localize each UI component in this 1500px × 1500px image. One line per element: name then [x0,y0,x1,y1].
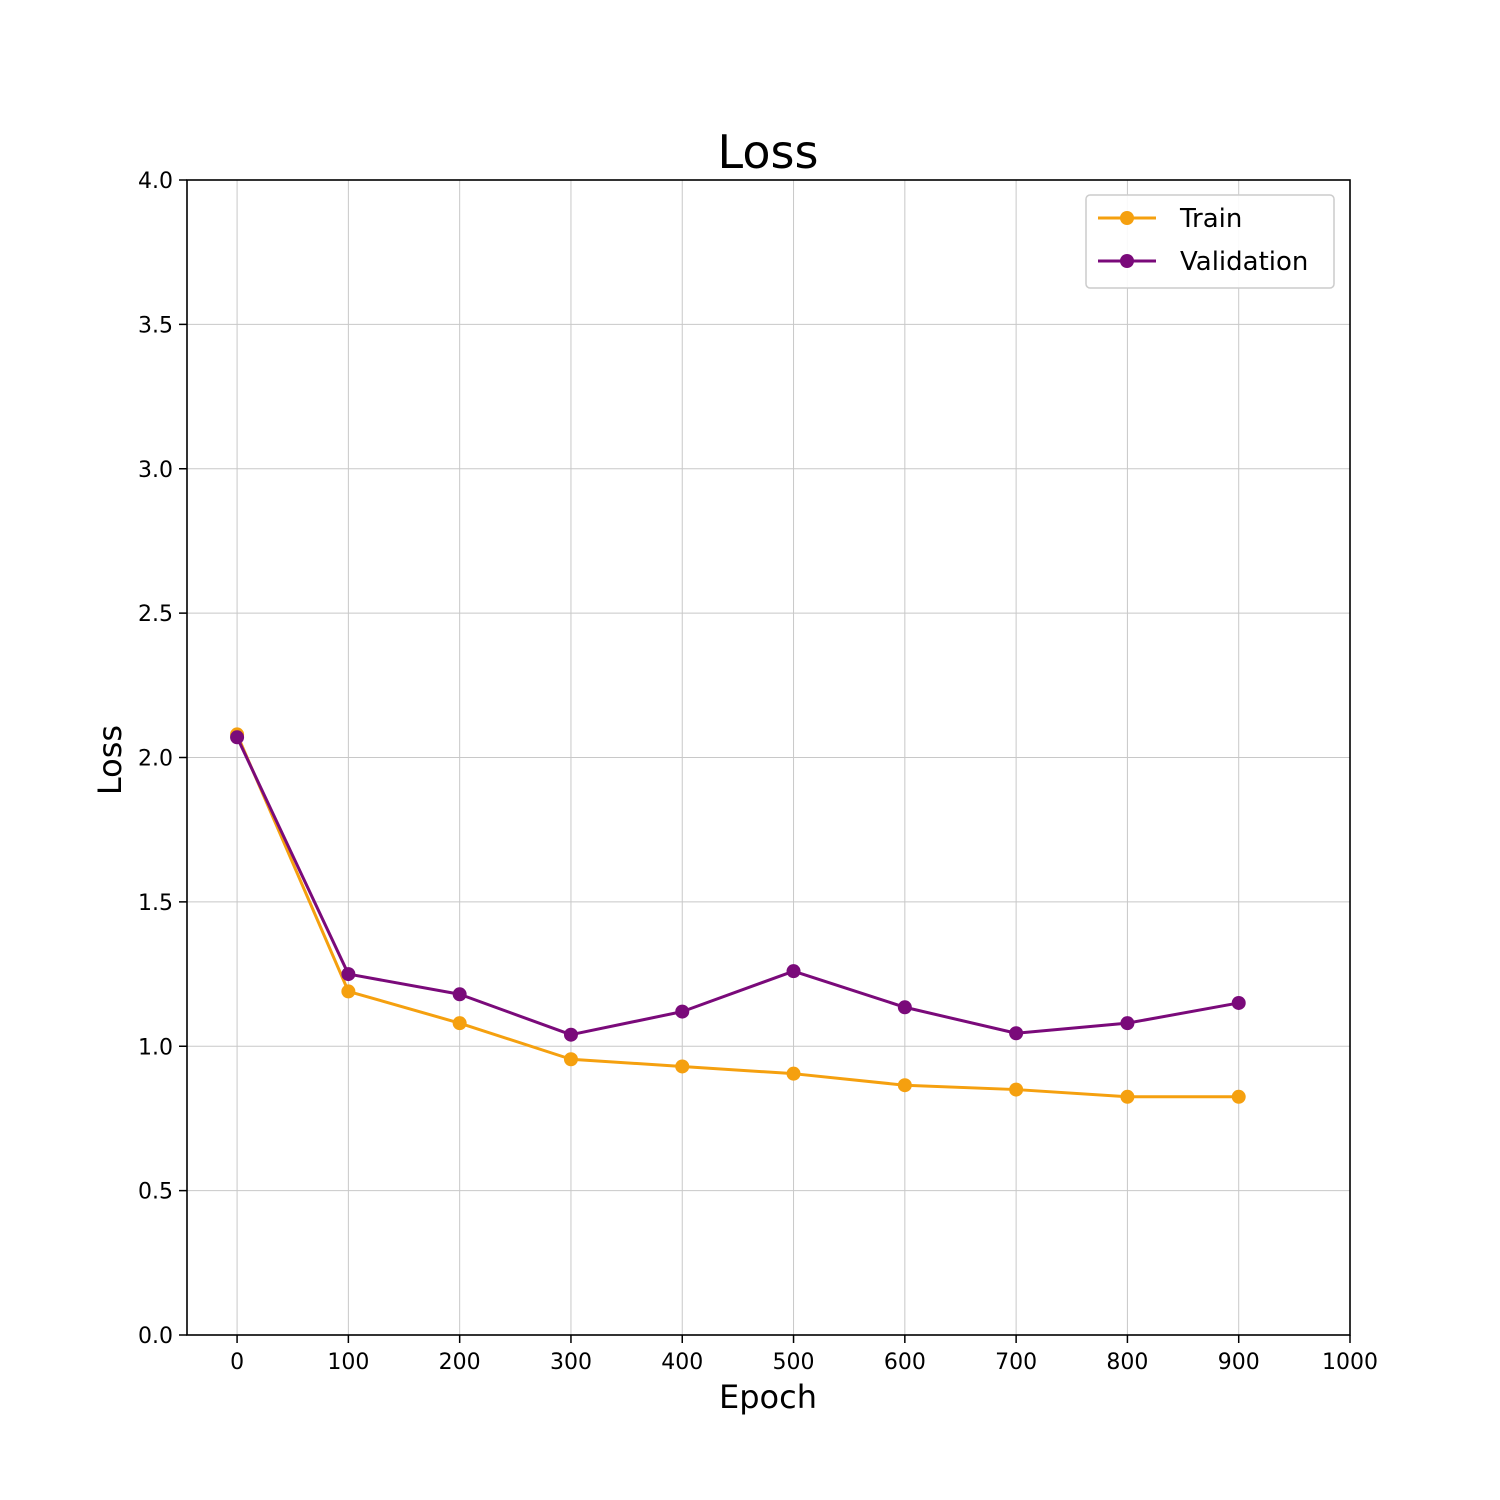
y-tick-label: 1.5 [138,891,173,916]
data-point-train [1231,1089,1246,1104]
y-tick-label: 0.5 [138,1180,173,1205]
y-tick-label: 2.5 [138,602,173,627]
series-line-validation [235,736,1239,1037]
data-point-validation [1009,1026,1024,1041]
y-tick-label: 0.0 [138,1324,173,1349]
y-tick-label: 3.5 [138,313,173,338]
data-point-validation [786,964,801,979]
data-point-train [452,1016,467,1031]
legend-train-label: Train [1179,204,1242,234]
data-point-train [897,1078,912,1093]
series-layer [230,727,1246,1104]
x-tick-label: 800 [1106,1350,1148,1375]
x-tick-label: 400 [661,1350,703,1375]
x-tick-label: 200 [439,1350,481,1375]
data-point-validation [675,1004,690,1019]
data-point-train [1120,1089,1135,1104]
data-point-train [675,1059,690,1074]
x-axis-title: Epoch [719,1378,817,1416]
grid [187,180,1350,1335]
series-line-train [235,733,1239,1099]
legend-validation-marker [1120,254,1134,268]
y-tick-label: 3.0 [138,458,173,483]
data-point-validation [897,1000,912,1015]
x-tick-label: 1000 [1322,1350,1378,1375]
x-tick-label: 700 [995,1350,1037,1375]
y-tick-label: 1.0 [138,1035,173,1060]
data-point-validation [563,1027,578,1042]
x-tick-label: 500 [773,1350,815,1375]
legend: Train Validation [1085,194,1335,289]
x-tick-label: 300 [550,1350,592,1375]
x-tick-label: 0 [230,1350,244,1375]
y-tick-label: 2.0 [138,747,173,772]
chart-title: Loss [718,125,819,179]
data-point-validation [341,967,356,982]
legend-train-marker [1120,211,1134,225]
y-axis-title: Loss [91,725,129,795]
y-tick-label: 4.0 [138,169,173,194]
data-point-validation [452,987,467,1002]
data-point-train [563,1052,578,1067]
data-point-train [1009,1082,1024,1097]
data-point-validation [1120,1016,1135,1031]
legend-validation-label: Validation [1180,247,1308,277]
x-tick-label: 600 [884,1350,926,1375]
x-tick-label: 100 [327,1350,369,1375]
x-tick-label: 900 [1218,1350,1260,1375]
data-point-train [786,1066,801,1081]
data-point-validation [1231,995,1246,1010]
axis-ticks: 0 100 200 300 400 500 600 700 800 900 1000 0.0 0.5 1.… [138,169,1378,1375]
data-point-train [341,984,356,999]
data-point-validation [230,730,245,745]
